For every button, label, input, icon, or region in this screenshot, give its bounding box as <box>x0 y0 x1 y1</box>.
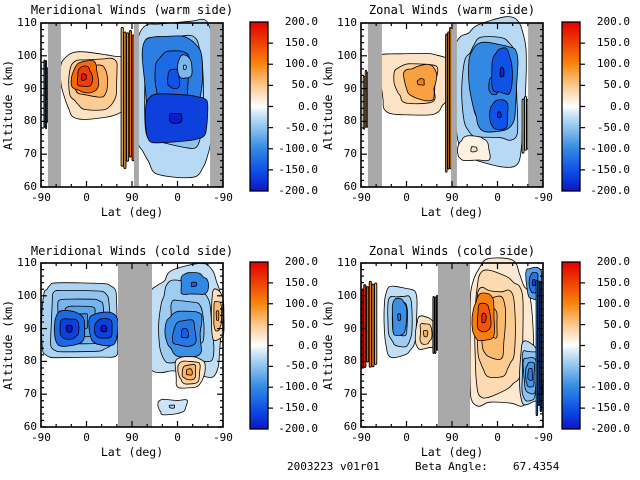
x-tick-label: -90 <box>31 191 51 204</box>
colorbar-tick-label: 100.0 <box>284 57 318 71</box>
colorbar-tick-label: -100.0 <box>590 141 630 155</box>
y-tick-label: 90 <box>23 81 37 95</box>
colorbar-tick-label: -100.0 <box>590 380 630 394</box>
y-tick-label: 80 <box>23 354 37 368</box>
colorbar-tick-label: 150.0 <box>284 275 318 289</box>
y-tick-label: 90 <box>343 321 357 335</box>
x-tick-label: 90 <box>445 431 459 444</box>
y-tick-label: 110 <box>17 256 37 269</box>
x-tick-label: -90 <box>213 191 233 204</box>
footer-beta-angle-value: 67.4354 <box>513 460 560 473</box>
x-tick-label: -90 <box>533 431 553 444</box>
colorbar-tick-label: -150.0 <box>590 401 630 415</box>
y-tick-label: 110 <box>337 256 357 269</box>
y-tick-label: 100 <box>17 48 37 62</box>
colorbar-tick-label: 150.0 <box>596 36 630 50</box>
colorbar-tick-label: 200.0 <box>596 15 630 28</box>
y-tick-label: 60 <box>343 420 357 433</box>
colorbar-tick-label: -150.0 <box>278 162 318 176</box>
colorbar-tick-label: -200.0 <box>278 422 318 435</box>
x-tick-label: -90 <box>31 431 51 444</box>
footer-beta-angle-label: Beta Angle: <box>415 460 488 473</box>
x-tick-label: 0 <box>494 431 501 444</box>
colorbar-tick-label: -50.0 <box>284 120 318 134</box>
colorbar-tick-label: 0.0 <box>298 99 318 113</box>
colorbar-tick-label: 200.0 <box>596 255 630 268</box>
y-tick-label: 80 <box>23 114 37 128</box>
x-tick-label: 0 <box>494 191 501 204</box>
panel4-xaxis-label: Lat (deg) <box>420 445 484 459</box>
y-tick-label: 100 <box>337 288 357 302</box>
colorbar-tick-label: 0.0 <box>610 338 630 352</box>
colorbar-tick-label: 150.0 <box>284 36 318 50</box>
x-tick-label: 90 <box>125 431 139 444</box>
x-tick-label: 0 <box>174 191 181 204</box>
colorbar-tick-label: 200.0 <box>284 255 318 268</box>
colorbar-tick-label: -200.0 <box>590 184 630 197</box>
colorbar-tick-label: 100.0 <box>596 57 630 71</box>
y-tick-label: 70 <box>23 387 37 401</box>
panel1-yaxis-label: Altitude (km) <box>1 60 15 151</box>
panel1-title: Meridional Winds (warm side) <box>30 3 234 17</box>
colorbar-tick-label: 0.0 <box>298 338 318 352</box>
colorbar-tick-label: -100.0 <box>278 380 318 394</box>
y-tick-label: 60 <box>23 180 37 193</box>
footer-dataset-version: 2003223 v01r01 <box>287 460 380 473</box>
panel2-xaxis-label: Lat (deg) <box>420 205 484 219</box>
colorbar-tick-label: -150.0 <box>278 401 318 415</box>
colorbar-tick-label: -150.0 <box>590 162 630 176</box>
y-tick-label: 60 <box>23 420 37 433</box>
x-tick-label: 90 <box>445 191 459 204</box>
colorbar-tick-label: 150.0 <box>596 275 630 289</box>
colorbar-tick-label: -200.0 <box>278 184 318 197</box>
colorbar-tick-label: 100.0 <box>596 296 630 310</box>
x-tick-label: -90 <box>351 431 371 444</box>
y-tick-label: 70 <box>343 387 357 401</box>
y-tick-label: 70 <box>23 147 37 161</box>
panel3-xaxis-label: Lat (deg) <box>100 445 164 459</box>
colorbar-tick-label: 50.0 <box>291 317 319 331</box>
x-tick-label: -90 <box>533 191 553 204</box>
y-tick-label: 80 <box>343 114 357 128</box>
colorbar-tick-label: -100.0 <box>278 141 318 155</box>
x-tick-label: -90 <box>351 191 371 204</box>
y-tick-label: 80 <box>343 354 357 368</box>
colorbar-tick-label: 200.0 <box>284 15 318 28</box>
colorbar-tick-label: 100.0 <box>284 296 318 310</box>
y-tick-label: 110 <box>17 16 37 29</box>
x-tick-label: 90 <box>125 191 139 204</box>
y-tick-label: 90 <box>23 321 37 335</box>
colorbar-tick-label: -200.0 <box>590 422 630 435</box>
colorbar-tick-label: 50.0 <box>291 78 319 92</box>
panel3-title: Meridional Winds (cold side) <box>30 244 234 258</box>
x-tick-label: 0 <box>83 191 90 204</box>
panel2-yaxis-label: Altitude (km) <box>321 60 335 151</box>
panel4-title: Zonal Winds (cold side) <box>368 244 536 258</box>
x-tick-label: -90 <box>213 431 233 444</box>
colorbar-tick-label: 0.0 <box>610 99 630 113</box>
panel3-yaxis-label: Altitude (km) <box>1 300 15 391</box>
y-tick-label: 110 <box>337 16 357 29</box>
colorbar-tick-label: -50.0 <box>284 359 318 373</box>
y-tick-label: 70 <box>343 147 357 161</box>
y-tick-label: 100 <box>17 288 37 302</box>
colorbar-tick-label: 50.0 <box>603 317 631 331</box>
x-tick-label: 0 <box>174 431 181 444</box>
colorbar-tick-label: -50.0 <box>596 359 630 373</box>
y-tick-label: 100 <box>337 48 357 62</box>
panel4-yaxis-label: Altitude (km) <box>321 300 335 391</box>
y-tick-label: 90 <box>343 81 357 95</box>
panel2-title: Zonal Winds (warm side) <box>368 3 536 17</box>
x-tick-label: 0 <box>83 431 90 444</box>
colorbar-tick-label: 50.0 <box>603 78 631 92</box>
y-tick-label: 60 <box>343 180 357 193</box>
x-tick-label: 0 <box>403 431 410 444</box>
colorbar-tick-label: -50.0 <box>596 120 630 134</box>
panel1-xaxis-label: Lat (deg) <box>100 205 164 219</box>
x-tick-label: 0 <box>403 191 410 204</box>
